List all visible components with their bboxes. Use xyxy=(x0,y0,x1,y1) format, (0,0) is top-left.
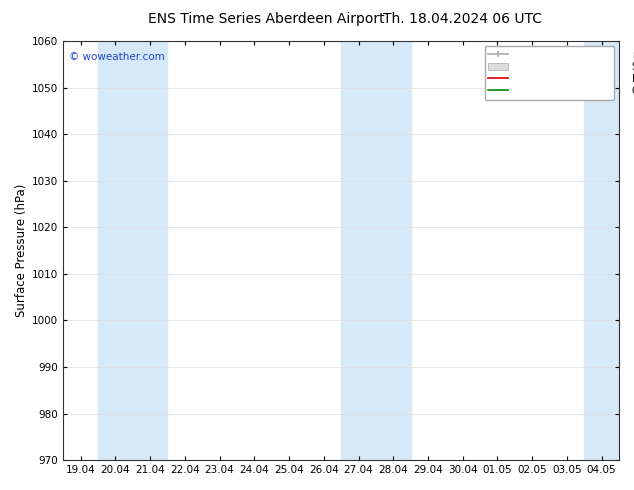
Bar xyxy=(585,41,619,460)
Text: Th. 18.04.2024 06 UTC: Th. 18.04.2024 06 UTC xyxy=(384,12,542,26)
Text: ENS Time Series Aberdeen Airport: ENS Time Series Aberdeen Airport xyxy=(148,12,385,26)
Text: © woweather.com: © woweather.com xyxy=(69,51,165,62)
Y-axis label: Surface Pressure (hPa): Surface Pressure (hPa) xyxy=(15,184,28,318)
Bar xyxy=(98,41,167,460)
Legend: min/max, Standard deviation, Ensemble mean run, Controll run: min/max, Standard deviation, Ensemble me… xyxy=(484,46,614,99)
Bar xyxy=(341,41,411,460)
